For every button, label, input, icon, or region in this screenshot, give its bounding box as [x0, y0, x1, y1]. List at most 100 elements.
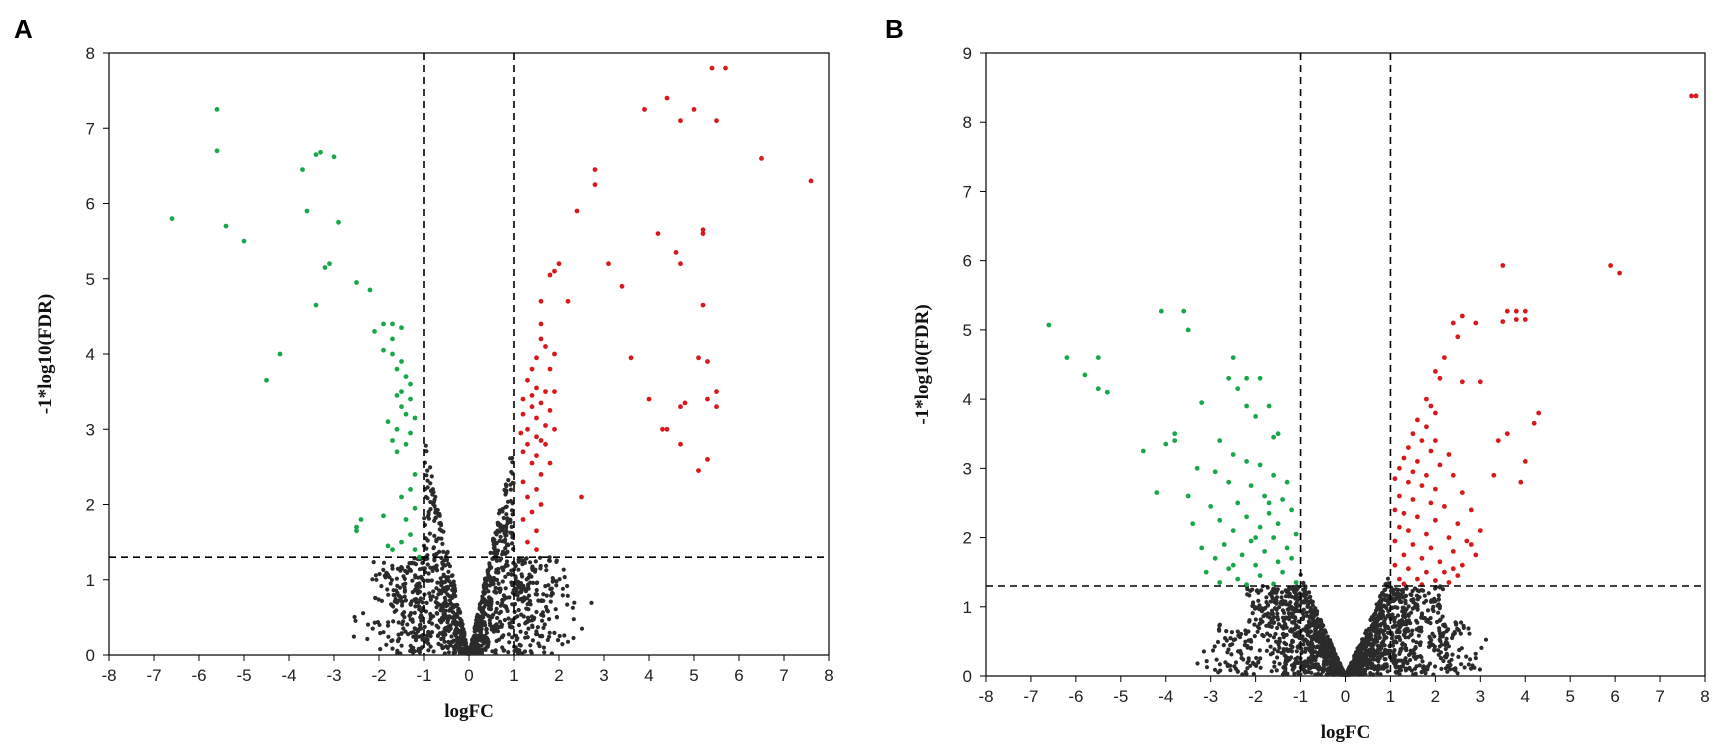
chart-a-up-point: [808, 178, 814, 184]
chart-b-down-point: [1253, 414, 1258, 419]
chart-a-ns-point: [565, 639, 571, 644]
chart-a-ns-point: [506, 650, 511, 655]
chart-a-ns-point: [431, 589, 436, 594]
chart-b-ns-point: [1279, 650, 1284, 655]
chart-b-ns-point: [1432, 647, 1437, 652]
chart-a-ns-point: [428, 481, 433, 486]
chart-a-ns-point: [423, 494, 429, 500]
chart-a-down-point: [331, 154, 337, 160]
chart-a-up-point: [565, 298, 571, 304]
chart-a-ns-point: [428, 465, 433, 470]
chart-b-ns-point: [1304, 596, 1309, 602]
chart-a-up-point: [678, 261, 683, 267]
chart-b-ns-point: [1364, 662, 1369, 667]
chart-a-ns-point: [554, 615, 560, 620]
chart-b-ns-point: [1401, 608, 1406, 613]
chart-b-ns-point: [1306, 664, 1311, 669]
chart-a-ns-point: [530, 618, 535, 623]
chart-b-x-tick-label: 2: [1431, 687, 1440, 706]
chart-a-ns-point: [429, 474, 434, 479]
chart-a-ns-point: [385, 587, 390, 592]
chart-a-down-point: [412, 547, 418, 552]
chart-b-ns-point: [1257, 648, 1262, 653]
chart-b-ns-point: [1413, 645, 1418, 650]
chart-b-y-tick-label: 2: [963, 529, 972, 548]
chart-a-ns-point: [410, 646, 415, 651]
chart-a-up-point: [628, 355, 634, 361]
chart-b-ns-point: [1243, 631, 1248, 637]
chart-a-down-point: [412, 505, 418, 511]
chart-b-down-point: [1163, 441, 1169, 447]
chart-b-ns-point: [1462, 665, 1467, 670]
chart-a-up-point: [543, 389, 548, 394]
chart-a-ns-point: [480, 606, 485, 611]
chart-a-ns-point: [547, 558, 552, 563]
chart-b-ns-point: [1318, 638, 1323, 643]
chart-b-ns-point: [1439, 632, 1444, 637]
chart-a-up-point: [534, 487, 539, 492]
chart-b-ns-point: [1382, 597, 1387, 602]
chart-b-up-point: [1406, 479, 1411, 485]
chart-a-ns-point: [477, 637, 482, 643]
chart-b-up-point: [1468, 507, 1474, 513]
chart-a-ns-point: [557, 577, 562, 582]
chart-b-ns-point: [1269, 669, 1274, 674]
chart-b-ns-point: [1245, 645, 1250, 650]
chart-a-ns-point: [492, 537, 497, 542]
chart-a-ns-point: [555, 638, 561, 643]
chart-a-ns-point: [516, 567, 521, 572]
chart-b-ns-point: [1428, 616, 1433, 621]
chart-a-ns-point: [455, 621, 460, 626]
chart-b-ns-point: [1243, 639, 1248, 644]
chart-b-ns-point: [1426, 644, 1432, 650]
chart-b-ns-point: [1264, 648, 1269, 653]
chart-a-x-tick-label: -8: [101, 666, 116, 685]
chart-b-ns-point: [1479, 645, 1484, 651]
chart-b-ns-point: [1410, 588, 1415, 594]
chart-a-down-point: [304, 208, 310, 214]
chart-a-up-point: [700, 227, 706, 233]
chart-a-up-point: [534, 453, 539, 458]
chart-b-ns-point: [1313, 672, 1318, 677]
chart-a-x-tick-label: -3: [326, 666, 341, 685]
chart-a-up-point: [552, 389, 557, 394]
chart-a-ns-point: [534, 592, 539, 597]
chart-a-ns-point: [509, 541, 515, 546]
chart-b-ns-point: [1311, 619, 1316, 624]
chart-b-ns-point: [1367, 633, 1372, 638]
chart-a-ns-point: [379, 584, 384, 589]
chart-b-ns-point: [1483, 637, 1489, 642]
chart-a-ns-point: [513, 576, 518, 581]
chart-b-up-point: [1693, 93, 1699, 99]
chart-b-ns-point: [1430, 607, 1435, 612]
chart-a-down-point: [408, 381, 413, 387]
chart-a-ns-point: [503, 586, 508, 591]
chart-a-ns-point: [547, 630, 552, 635]
chart-a-up-point: [547, 460, 553, 466]
chart-b-ns-point: [1273, 631, 1278, 637]
chart-a-ns-point: [458, 631, 464, 636]
chart-b-ns-point: [1256, 660, 1261, 665]
chart-b-ns-point: [1248, 588, 1253, 594]
chart-b-up-point: [1397, 576, 1402, 582]
chart-b-ns-point: [1321, 635, 1327, 640]
chart-b-ns-point: [1413, 671, 1418, 676]
chart-b-ns-point: [1253, 617, 1258, 622]
chart-b-ns-point: [1271, 635, 1276, 640]
chart-b-down-point: [1248, 483, 1254, 488]
chart-b-ns-point: [1318, 648, 1323, 653]
chart-a-ns-point: [535, 580, 540, 585]
chart-b-ns-point: [1310, 599, 1315, 605]
chart-b-ns-point: [1314, 645, 1319, 650]
chart-a-up-point: [592, 167, 598, 173]
chart-a-ns-point: [519, 612, 524, 617]
chart-b-up-point: [1415, 514, 1420, 520]
chart-a-up-point: [646, 396, 652, 402]
chart-b-ns-point: [1264, 600, 1269, 605]
chart-b-ns-point: [1340, 669, 1345, 674]
chart-a-ns-point: [439, 555, 444, 561]
chart-b-ns-point: [1403, 601, 1408, 606]
chart-a-ns-point: [504, 512, 509, 517]
chart-b-ns-point: [1466, 662, 1471, 667]
chart-b-ns-point: [1332, 658, 1337, 663]
